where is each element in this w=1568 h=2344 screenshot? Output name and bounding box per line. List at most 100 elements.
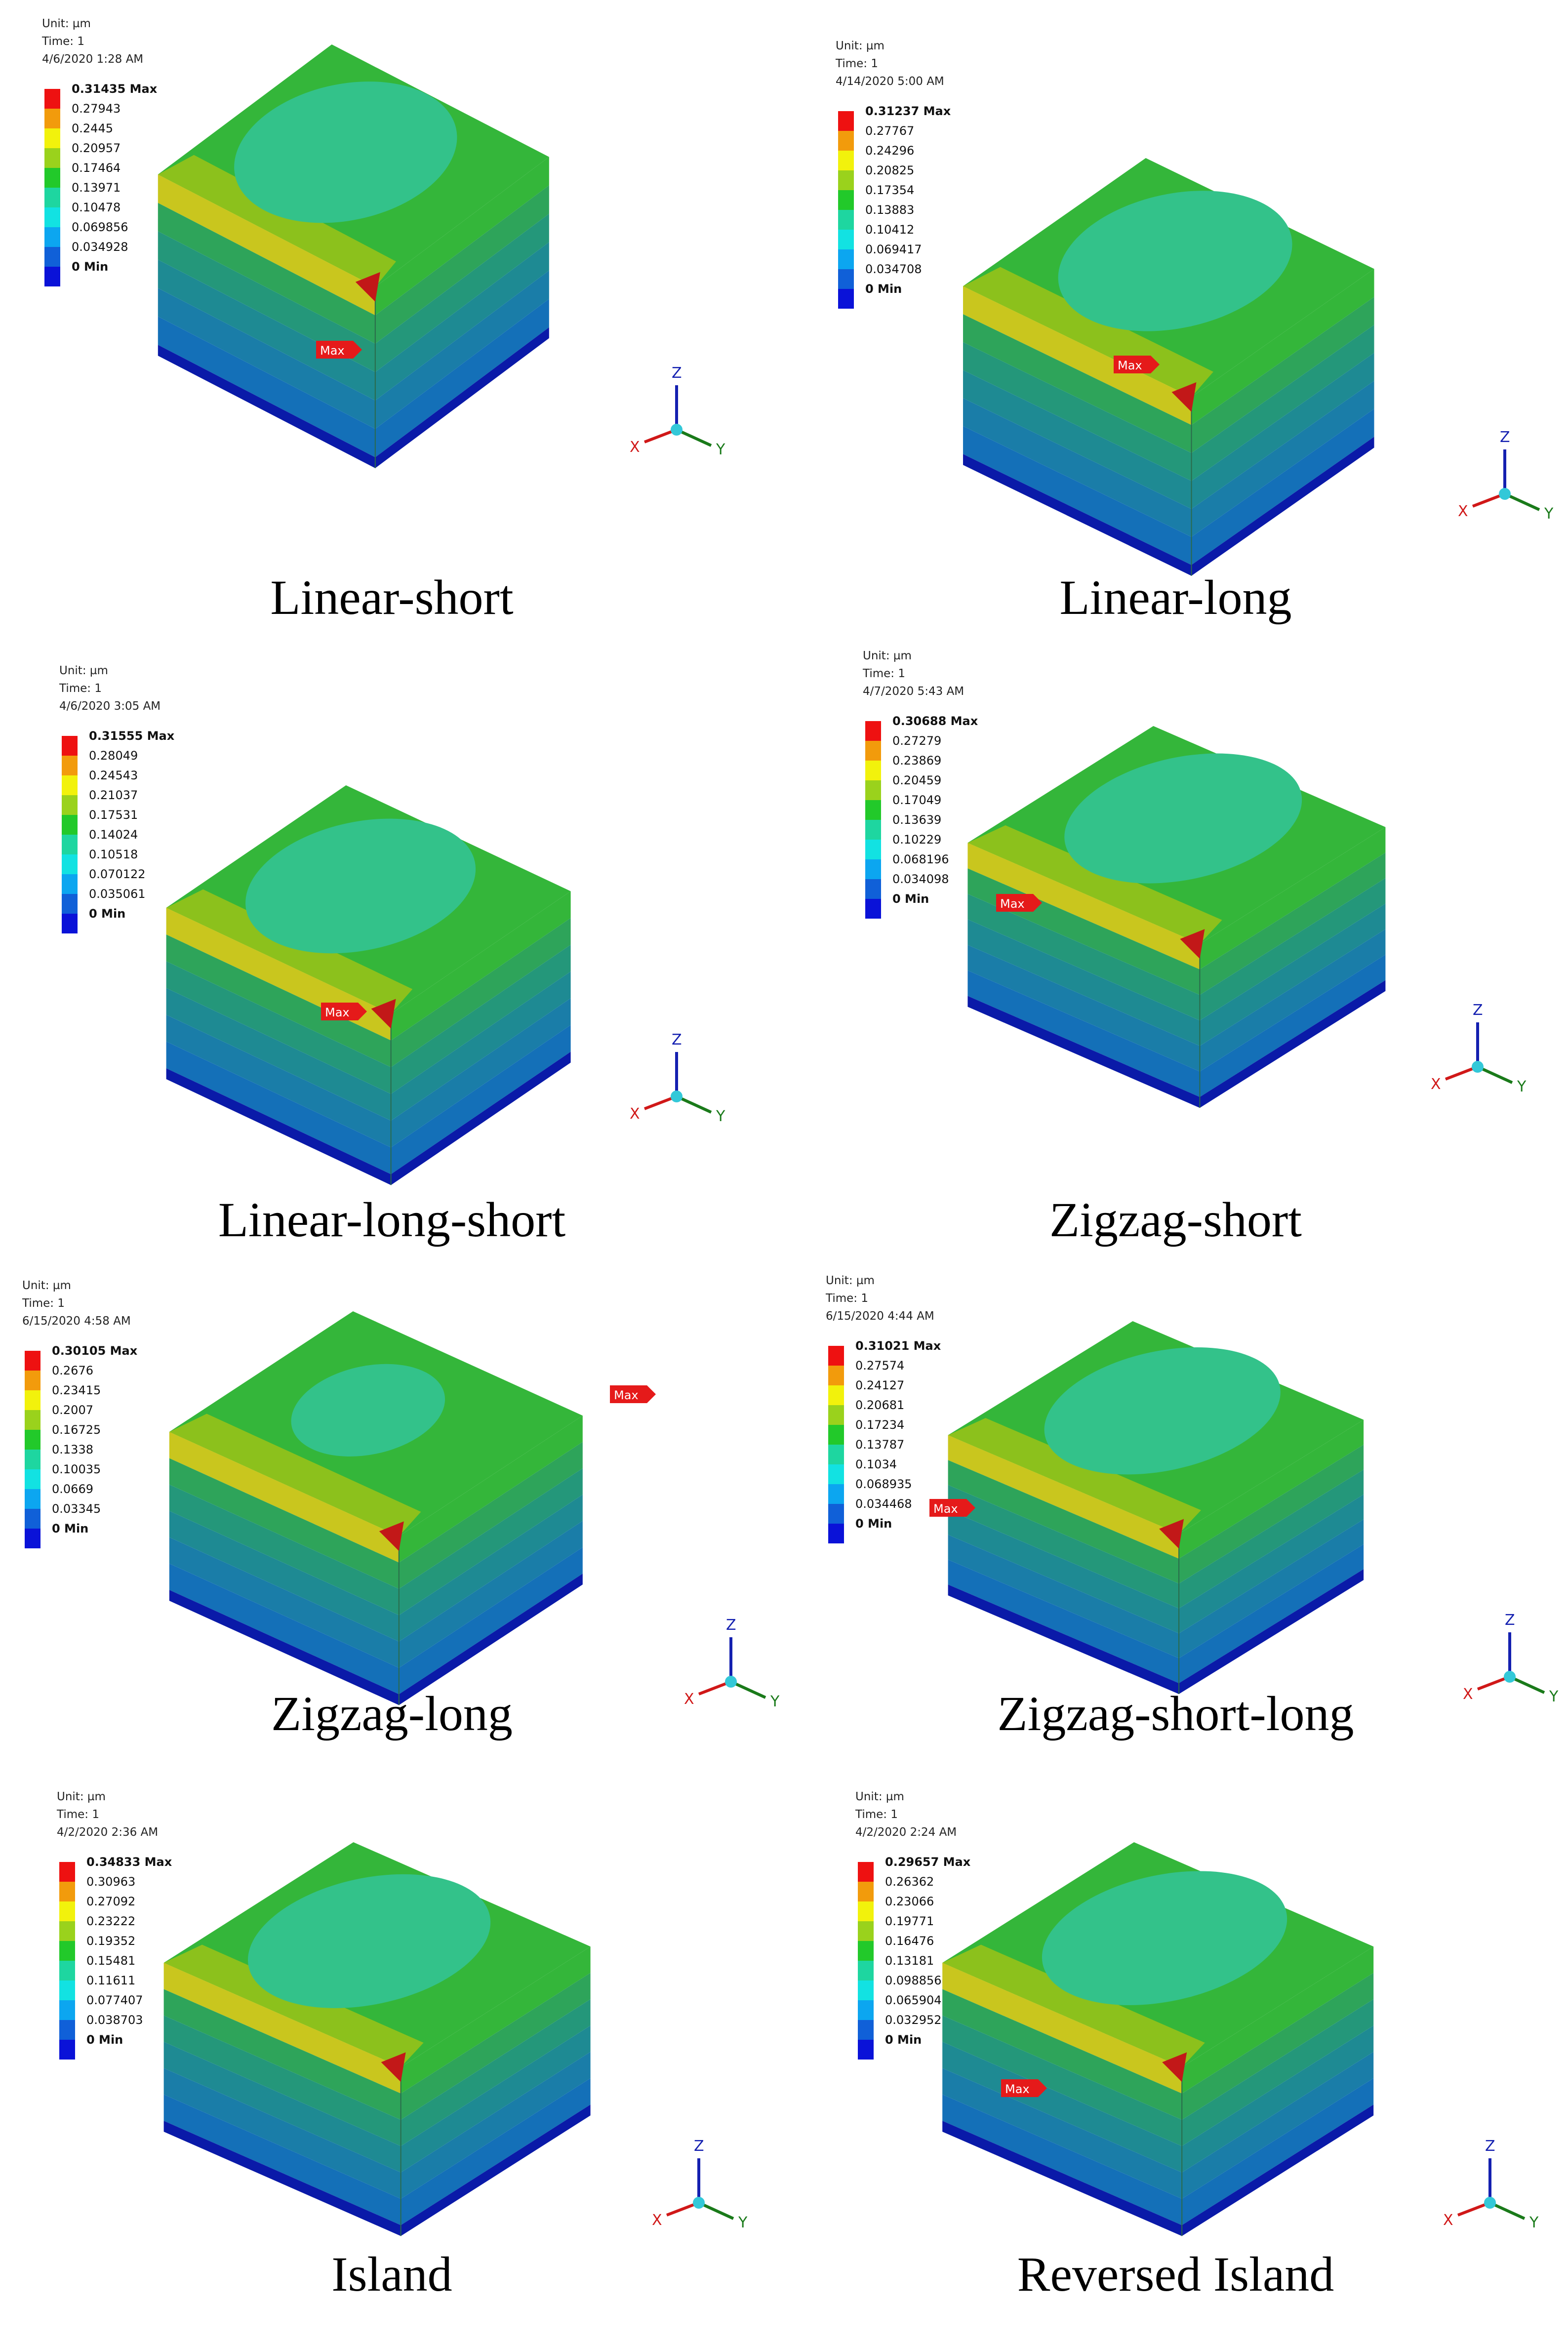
axis-origin-icon	[671, 1091, 683, 1102]
legend-swatch	[62, 914, 78, 933]
contour-plot: 0.31555 Max0.280490.245430.210370.175310…	[0, 637, 784, 1254]
legend-label: 0 Min	[855, 1517, 892, 1531]
axis-label-z: Z	[1473, 1002, 1483, 1019]
info-date: 4/6/2020 3:05 AM	[59, 697, 161, 715]
max-marker: Max	[1001, 2079, 1047, 2097]
axis-label-z: Z	[672, 364, 682, 382]
legend-swatch	[838, 230, 854, 249]
panel-caption: Reversed Island	[784, 2250, 1568, 2299]
result-panel: 0.30105 Max 0.2676 0.23415 0.2007 0.16725 0.1…	[0, 1262, 784, 1761]
legend-label: 0.11611	[86, 1974, 135, 1987]
axis-triad: Z X Y	[1443, 2138, 1539, 2231]
contour-plot: 0.30688 Max0.272790.238690.204590.170490…	[784, 637, 1568, 1254]
legend-swatch	[62, 756, 78, 775]
legend-swatch	[59, 2020, 75, 2040]
legend-swatch	[865, 761, 881, 780]
plot-info: Unit: µm Time: 1 6/15/2020 4:58 AM	[22, 1277, 131, 1330]
legend-swatch	[865, 820, 881, 840]
axis-origin-icon	[693, 2197, 705, 2209]
legend-swatch	[838, 269, 854, 289]
legend-label: 0.30688 Max	[892, 714, 978, 728]
max-label: Max	[614, 1388, 639, 1402]
axis-label-y: Y	[716, 441, 725, 458]
legend-label: 0.2676	[52, 1364, 93, 1377]
legend-swatch	[62, 835, 78, 854]
panel-caption: Zigzag-short	[784, 1195, 1568, 1245]
legend-swatch	[62, 795, 78, 815]
legend-swatch	[25, 1489, 40, 1509]
legend-label: 0.069856	[72, 220, 128, 234]
axis-triad: Z X Y	[630, 1031, 725, 1125]
model-block	[166, 785, 571, 1185]
plot-info: Unit: µm Time: 1 4/2/2020 2:36 AM	[57, 1788, 158, 1841]
legend-label: 0.20681	[855, 1398, 904, 1412]
legend-label: 0.068935	[855, 1477, 912, 1491]
legend-label: 0.24296	[865, 144, 914, 158]
legend-label: 0.038703	[86, 2013, 143, 2027]
info-unit: Unit: µm	[855, 1788, 957, 1806]
max-marker: Max	[1114, 356, 1160, 373]
legend-label: 0 Min	[892, 892, 929, 906]
legend-label: 0.10478	[72, 201, 121, 214]
info-date: 4/2/2020 2:24 AM	[855, 1823, 957, 1841]
legend-label: 0.27092	[86, 1895, 135, 1908]
legend-label: 0.2445	[72, 121, 113, 135]
legend-label: 0.035061	[89, 887, 146, 901]
legend-swatch	[828, 1425, 844, 1445]
legend-label: 0.23869	[892, 754, 941, 768]
legend-swatch	[59, 1941, 75, 1961]
plot-info: Unit: µm Time: 1 4/7/2020 5:43 AM	[863, 647, 964, 700]
axis-label-x: X	[1431, 1076, 1441, 1093]
legend-swatch	[828, 1366, 844, 1385]
legend-label: 0 Min	[52, 1522, 88, 1536]
legend-swatch	[44, 267, 60, 286]
legend-label: 0.098856	[885, 1974, 942, 1987]
max-label: Max	[1118, 359, 1142, 372]
legend-swatch	[59, 1862, 75, 1882]
legend-swatch	[44, 89, 60, 109]
color-legend: 0.31435 Max0.279430.24450.209570.174640.…	[44, 82, 158, 286]
legend-label: 0.19771	[885, 1914, 934, 1928]
legend-label: 0.10229	[892, 833, 941, 847]
legend-swatch	[858, 1921, 874, 1941]
axis-label-y: Y	[1544, 505, 1554, 523]
legend-swatch	[25, 1351, 40, 1371]
legend-label: 0.16725	[52, 1423, 101, 1437]
legend-swatch	[59, 1882, 75, 1901]
legend-label: 0.27279	[892, 734, 941, 748]
legend-swatch	[62, 874, 78, 894]
legend-swatch	[865, 780, 881, 800]
legend-label: 0 Min	[86, 2033, 123, 2047]
legend-swatch	[838, 190, 854, 210]
legend-swatch	[62, 775, 78, 795]
legend-label: 0.24543	[89, 768, 138, 782]
legend-label: 0.077407	[86, 1993, 143, 2007]
legend-swatch	[25, 1509, 40, 1529]
axis-origin-icon	[1499, 488, 1511, 500]
legend-label: 0.23066	[885, 1895, 934, 1908]
legend-label: 0.27767	[865, 124, 914, 138]
axis-triad: Z X Y	[1458, 429, 1554, 523]
axis-label-y: Y	[1529, 2214, 1539, 2231]
legend-label: 0.17234	[855, 1418, 904, 1432]
legend-label: 0.20459	[892, 773, 941, 787]
legend-label: 0.13787	[855, 1438, 904, 1452]
info-unit: Unit: µm	[57, 1788, 158, 1806]
legend-swatch	[858, 1862, 874, 1882]
legend-label: 0.29657 Max	[885, 1855, 971, 1869]
legend-swatch	[59, 2000, 75, 2020]
legend-label: 0.10518	[89, 848, 138, 861]
info-time: Time: 1	[59, 680, 161, 697]
legend-swatch	[59, 1961, 75, 1980]
model-block	[942, 1842, 1373, 2236]
axis-origin-icon	[1484, 2197, 1496, 2209]
legend-label: 0.21037	[89, 788, 138, 802]
legend-swatch	[838, 289, 854, 309]
max-label: Max	[933, 1502, 958, 1516]
legend-swatch	[838, 210, 854, 230]
legend-swatch	[25, 1410, 40, 1430]
axis-origin-icon	[1504, 1671, 1516, 1683]
legend-label: 0.27574	[855, 1359, 904, 1373]
legend-label: 0 Min	[72, 260, 108, 274]
legend-swatch	[865, 800, 881, 820]
